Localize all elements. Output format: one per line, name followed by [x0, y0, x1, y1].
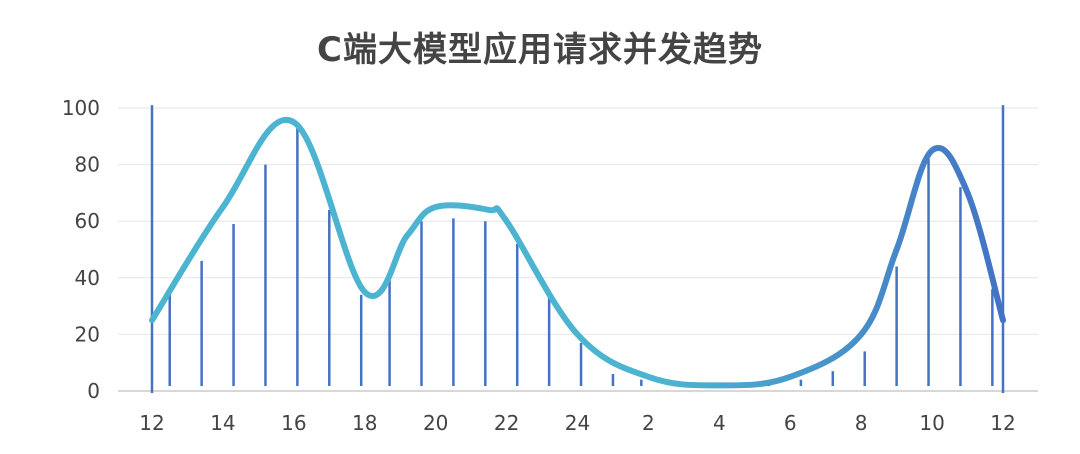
x-tick-label: 8: [855, 411, 868, 435]
x-tick-label: 18: [352, 411, 377, 435]
x-tick-label: 6: [784, 411, 797, 435]
x-tick-label: 20: [423, 411, 448, 435]
y-tick-label: 0: [87, 379, 100, 403]
x-tick-label: 24: [565, 411, 590, 435]
y-tick-label: 40: [75, 266, 100, 290]
chart-title: C端大模型应用请求并发趋势: [317, 30, 763, 70]
x-tick-label: 10: [919, 411, 944, 435]
bar-series: [150, 105, 1005, 393]
y-tick-label: 60: [75, 209, 100, 233]
y-tick-label: 80: [75, 153, 100, 177]
x-tick-label: 12: [139, 411, 164, 435]
x-tick-label: 16: [281, 411, 306, 435]
y-axis-labels: 0 20 40 60 80 100: [62, 96, 100, 403]
x-tick-label: 4: [713, 411, 726, 435]
x-tick-label: 14: [210, 411, 235, 435]
x-tick-label: 22: [494, 411, 519, 435]
series-line: [149, 116, 1006, 389]
x-tick-label: 2: [642, 411, 655, 435]
x-axis-labels: 12 14 16 18 20 22 24 2 4 6 8 10 12: [139, 411, 1015, 435]
y-tick-label: 100: [62, 96, 100, 120]
x-tick-label: 12: [990, 411, 1015, 435]
y-tick-label: 20: [75, 322, 100, 346]
